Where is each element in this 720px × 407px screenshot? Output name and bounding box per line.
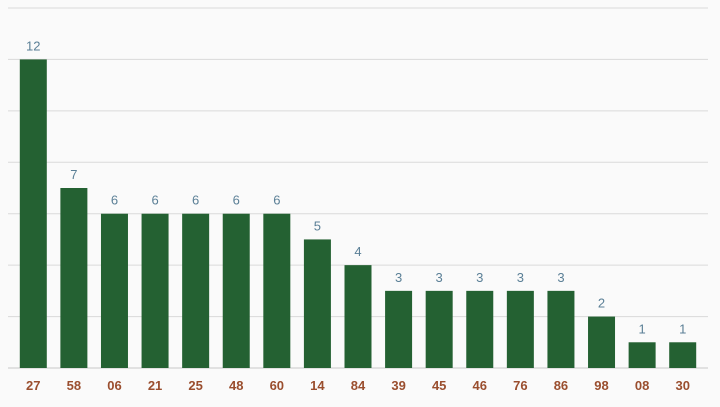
value-labels: 12 7 6 6 6 6 6 5 4 3 3 3 3 3 2 1 1 — [26, 38, 686, 336]
x-tick-label: 14 — [310, 378, 325, 393]
x-tick-label: 98 — [594, 378, 608, 393]
bar-98[interactable] — [588, 316, 616, 368]
x-tick-label: 76 — [513, 378, 527, 393]
bars — [19, 59, 697, 369]
value-label: 6 — [151, 193, 158, 208]
x-tick-label: 84 — [351, 378, 366, 393]
x-tick-label: 48 — [229, 378, 243, 393]
bar-30[interactable] — [669, 342, 697, 368]
value-label: 3 — [557, 270, 564, 285]
value-label: 6 — [111, 193, 118, 208]
x-tick-label: 21 — [148, 378, 162, 393]
x-tick-label: 25 — [188, 378, 202, 393]
x-tick-label: 45 — [432, 378, 446, 393]
x-tick-label: 06 — [107, 378, 121, 393]
value-label: 1 — [639, 321, 646, 336]
value-label: 12 — [26, 38, 40, 53]
value-label: 3 — [395, 270, 402, 285]
bar-48[interactable] — [222, 213, 250, 368]
x-tick-label: 86 — [554, 378, 568, 393]
bar-21[interactable] — [141, 213, 169, 368]
value-label: 6 — [273, 193, 280, 208]
bar-27[interactable] — [19, 59, 47, 369]
x-tick-label: 30 — [675, 378, 689, 393]
value-label: 6 — [233, 193, 240, 208]
bar-06[interactable] — [100, 213, 128, 368]
bar-86[interactable] — [547, 290, 575, 368]
bar-25[interactable] — [182, 213, 210, 368]
bar-84[interactable] — [344, 265, 372, 368]
x-tick-label: 39 — [391, 378, 405, 393]
bar-39[interactable] — [385, 290, 413, 368]
value-label: 4 — [354, 244, 361, 259]
value-label: 5 — [314, 218, 321, 233]
bar-76[interactable] — [506, 290, 534, 368]
value-label: 3 — [476, 270, 483, 285]
x-tick-label: 27 — [26, 378, 40, 393]
bar-60[interactable] — [263, 213, 291, 368]
bar-14[interactable] — [303, 239, 331, 368]
x-tick-labels: 27 58 06 21 25 48 60 14 84 39 45 46 76 86 98 08 30 — [26, 378, 690, 393]
value-label: 3 — [436, 270, 443, 285]
x-tick-label: 60 — [270, 378, 284, 393]
value-label: 3 — [517, 270, 524, 285]
value-label: 1 — [679, 321, 686, 336]
bar-45[interactable] — [425, 290, 453, 368]
bar-58[interactable] — [60, 188, 88, 368]
value-label: 7 — [70, 167, 77, 182]
x-tick-label: 58 — [67, 378, 81, 393]
bar-08[interactable] — [628, 342, 656, 368]
x-tick-label: 08 — [635, 378, 649, 393]
value-label: 2 — [598, 296, 605, 311]
value-label: 6 — [192, 193, 199, 208]
x-tick-label: 46 — [473, 378, 487, 393]
bar-46[interactable] — [466, 290, 494, 368]
